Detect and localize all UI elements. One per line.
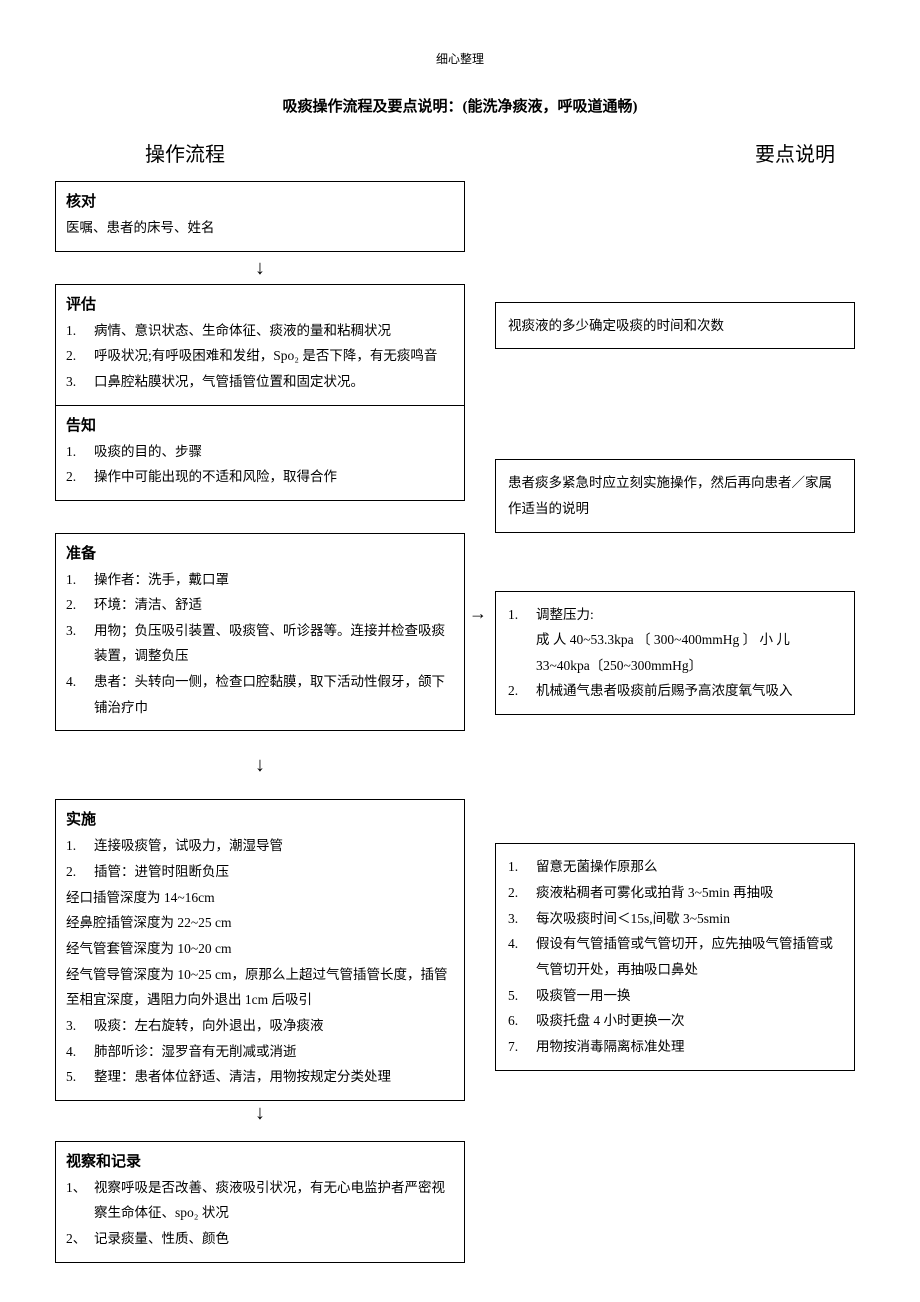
implement-note-item: 每次吸痰时间＜15s,间歇 3~5smin bbox=[536, 906, 842, 932]
prepare-item: 操作者：洗手，戴口罩 bbox=[94, 567, 454, 593]
step-implement-title: 实施 bbox=[66, 808, 454, 829]
step-check-box: 核对 医嘱、患者的床号、姓名 bbox=[55, 181, 465, 252]
arrow-down-icon: ↓ bbox=[55, 252, 465, 284]
inform-note-box: 患者痰多紧急时应立刻实施操作，然后再向患者／家属作适当的说明 bbox=[495, 459, 855, 532]
prepare-note-item: 调整压力: bbox=[536, 607, 594, 622]
implement-extra: 经气管导管深度为 10~25 cm，原那么上超过气管插管长度，插管至相宜深度，遇… bbox=[66, 962, 454, 1013]
implement-extra: 经口插管深度为 14~16cm bbox=[66, 885, 454, 911]
implement-extra: 经鼻腔插管深度为 22~25 cm bbox=[66, 910, 454, 936]
step-prepare-title: 准备 bbox=[66, 542, 454, 563]
assess-item: 口鼻腔粘膜状况，气管插管位置和固定状况。 bbox=[94, 369, 454, 395]
step-assess-title: 评估 bbox=[66, 293, 454, 314]
implement-note-item: 痰液粘稠者可雾化或拍背 3~5min 再抽吸 bbox=[536, 880, 842, 906]
assess-note-box: 视痰液的多少确定吸痰的时间和次数 bbox=[495, 302, 855, 350]
implement-item: 连接吸痰管，试吸力，潮湿导管 bbox=[94, 833, 454, 859]
step-check-body: 医嘱、患者的床号、姓名 bbox=[66, 215, 454, 241]
prepare-note-item: 机械通气患者吸痰前后赐予高浓度氧气吸入 bbox=[536, 678, 842, 704]
prepare-item: 用物；负压吸引装置、吸痰管、听诊器等。连接并检查吸痰装置，调整负压 bbox=[94, 618, 454, 669]
arrow-right-icon: → bbox=[469, 603, 487, 624]
arrow-down-icon bbox=[55, 501, 465, 527]
right-col-header: 要点说明 bbox=[755, 138, 835, 167]
implement-item: 肺部听诊：湿罗音有无削减或消逝 bbox=[94, 1039, 454, 1065]
step-prepare-list: 1.操作者：洗手，戴口罩 2.环境：清洁、舒适 3.用物；负压吸引装置、吸痰管、… bbox=[66, 567, 454, 721]
left-col-header: 操作流程 bbox=[145, 138, 225, 167]
implement-note-item: 吸痰托盘 4 小时更换一次 bbox=[536, 1008, 842, 1034]
step-check-title: 核对 bbox=[66, 190, 454, 211]
step-observe-title: 视察和记录 bbox=[66, 1150, 454, 1171]
step-prepare-box: 准备 1.操作者：洗手，戴口罩 2.环境：清洁、舒适 3.用物；负压吸引装置、吸… bbox=[55, 533, 465, 732]
step-assess-list: 1.病情、意识状态、生命体征、痰液的量和粘稠状况 2.呼吸状况;有呼吸困难和发绀… bbox=[66, 318, 454, 395]
inform-item: 吸痰的目的、步骤 bbox=[94, 439, 454, 465]
column-headers: 操作流程 要点说明 bbox=[55, 138, 865, 167]
step-inform-list: 1.吸痰的目的、步骤 2.操作中可能出现的不适和风险，取得合作 bbox=[66, 439, 454, 490]
inform-item: 操作中可能出现的不适和风险，取得合作 bbox=[94, 464, 454, 490]
prepare-note-box: 1.调整压力:成 人 40~53.3kpa 〔 300~400mmHg 〕 小 … bbox=[495, 591, 855, 716]
step-implement-box: 实施 1.连接吸痰管，试吸力，潮湿导管 2.插管：进管时阻断负压 经口插管深度为… bbox=[55, 799, 465, 1100]
arrow-down-icon: ↓ bbox=[55, 1101, 465, 1141]
step-assess-box: 评估 1.病情、意识状态、生命体征、痰液的量和粘稠状况 2.呼吸状况;有呼吸困难… bbox=[55, 284, 465, 405]
observe-item: 记录痰量、性质、颜色 bbox=[94, 1226, 454, 1252]
implement-note-item: 假设有气管插管或气管切开，应先抽吸气管插管或气管切开处，再抽吸口鼻处 bbox=[536, 931, 842, 982]
implement-item: 整理：患者体位舒适、清洁，用物按规定分类处理 bbox=[94, 1064, 454, 1090]
prepare-item: 环境：清洁、舒适 bbox=[94, 592, 454, 618]
implement-item: 插管：进管时阻断负压 bbox=[94, 859, 454, 885]
page-header-small: 细心整理 bbox=[55, 50, 865, 67]
implement-note-item: 吸痰管一用一换 bbox=[536, 983, 842, 1009]
assess-item: 呼吸状况;有呼吸困难和发绀，Spo₂ 是否下降，有无痰鸣音 bbox=[94, 343, 454, 369]
implement-item: 吸痰：左右旋转，向外退出，吸净痰液 bbox=[94, 1013, 454, 1039]
implement-note-item: 留意无菌操作原那么 bbox=[536, 854, 842, 880]
step-observe-box: 视察和记录 1、视察呼吸是否改善、痰液吸引状况，有无心电监护者严密视察生命体征、… bbox=[55, 1141, 465, 1263]
implement-note-box: 1.留意无菌操作原那么 2.痰液粘稠者可雾化或拍背 3~5min 再抽吸 3.每… bbox=[495, 843, 855, 1070]
implement-extra: 经气管套管深度为 10~20 cm bbox=[66, 936, 454, 962]
observe-item: 视察呼吸是否改善、痰液吸引状况，有无心电监护者严密视察生命体征、spo₂ 状况 bbox=[94, 1175, 454, 1226]
page-title: 吸痰操作流程及要点说明：(能洗净痰液，呼吸道通畅) bbox=[55, 95, 865, 116]
step-inform-title: 告知 bbox=[66, 414, 454, 435]
prepare-item: 患者：头转向一侧，检查口腔黏膜，取下活动性假牙，颌下铺治疗巾 bbox=[94, 669, 454, 720]
arrow-down-icon: ↓ bbox=[55, 731, 465, 799]
implement-note-item: 用物按消毒隔离标准处理 bbox=[536, 1034, 842, 1060]
prepare-note-sub: 成 人 40~53.3kpa 〔 300~400mmHg 〕 小 儿 33~40… bbox=[536, 632, 790, 673]
assess-item: 病情、意识状态、生命体征、痰液的量和粘稠状况 bbox=[94, 318, 454, 344]
step-inform-box: 告知 1.吸痰的目的、步骤 2.操作中可能出现的不适和风险，取得合作 bbox=[55, 405, 465, 501]
